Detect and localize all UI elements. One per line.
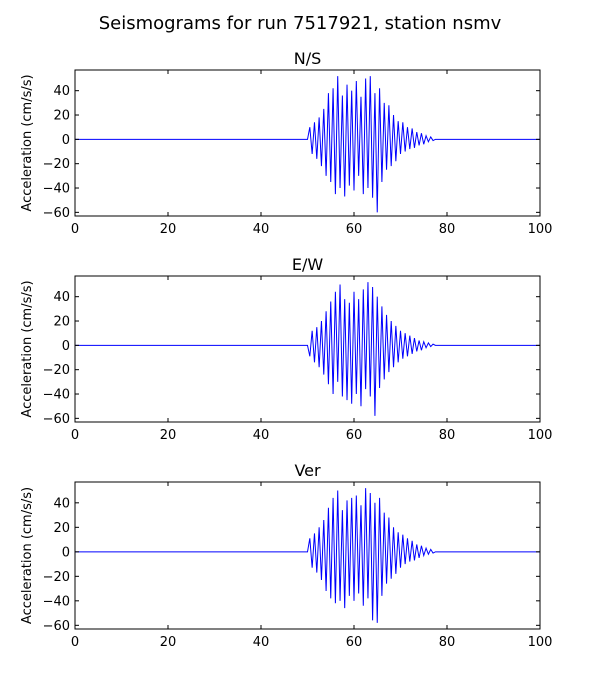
- seismogram-trace: [75, 76, 540, 213]
- x-tick-label: 0: [71, 428, 79, 443]
- y-tick-label: 0: [62, 339, 70, 354]
- panel-title: Ver: [294, 461, 321, 480]
- x-tick-label: 40: [253, 222, 270, 237]
- y-tick-label: −60: [43, 206, 70, 221]
- y-tick-label: −20: [43, 157, 70, 172]
- panel-title: E/W: [292, 255, 324, 274]
- x-tick-label: 0: [71, 222, 79, 237]
- axes-frame: [74, 69, 541, 217]
- x-tick-label: 20: [160, 222, 177, 237]
- axes-frame: [74, 481, 541, 630]
- x-tick-label: 40: [253, 635, 270, 650]
- x-tick-label: 80: [439, 428, 456, 443]
- y-tick-label: −40: [43, 594, 70, 609]
- x-tick-label: 80: [439, 222, 456, 237]
- seismogram-panel-1: N/S Acceleration (cm/s/s) 0 20 40 60 80 100 −60 −…: [20, 49, 552, 237]
- seismogram-panel-2: E/W Acceleration (cm/s/s) 0 20 40 60 80 100 −60 −…: [20, 255, 552, 443]
- y-tick-label: −40: [43, 182, 70, 197]
- figure-title: Seismograms for run 7517921, station nsm…: [99, 13, 502, 34]
- y-tick-label: 0: [62, 133, 70, 148]
- y-tick-label: −20: [43, 363, 70, 378]
- x-tick-label: 100: [528, 428, 553, 443]
- x-tick-label: 40: [253, 428, 270, 443]
- y-tick-label: 40: [53, 290, 70, 305]
- y-axis-label: Acceleration (cm/s/s): [20, 74, 35, 211]
- seismogram-trace: [75, 282, 540, 416]
- x-tick-label: 80: [439, 635, 456, 650]
- x-tick-label: 100: [528, 222, 553, 237]
- y-tick-label: −60: [43, 619, 70, 634]
- x-tick-label: 60: [346, 222, 363, 237]
- y-tick-label: −40: [43, 388, 70, 403]
- y-tick-label: −60: [43, 412, 70, 427]
- x-tick-label: 20: [160, 635, 177, 650]
- y-axis-label: Acceleration (cm/s/s): [20, 280, 35, 417]
- y-tick-label: 20: [53, 109, 70, 124]
- y-tick-label: 40: [53, 84, 70, 99]
- y-tick-label: 40: [53, 496, 70, 511]
- seismogram-panel-3: Ver Acceleration (cm/s/s) 0 20 40 60 80 100 −60 −…: [20, 461, 552, 650]
- x-tick-label: 100: [528, 635, 553, 650]
- y-tick-label: 20: [53, 315, 70, 330]
- seismogram-trace: [75, 488, 540, 623]
- axes-frame: [74, 275, 541, 423]
- y-tick-label: 0: [62, 545, 70, 560]
- y-axis-label: Acceleration (cm/s/s): [20, 487, 35, 624]
- x-tick-label: 60: [346, 428, 363, 443]
- y-tick-label: −20: [43, 570, 70, 585]
- y-tick-label: 20: [53, 521, 70, 536]
- x-tick-label: 20: [160, 428, 177, 443]
- panel-title: N/S: [294, 49, 322, 68]
- x-tick-label: 0: [71, 635, 79, 650]
- x-tick-label: 60: [346, 635, 363, 650]
